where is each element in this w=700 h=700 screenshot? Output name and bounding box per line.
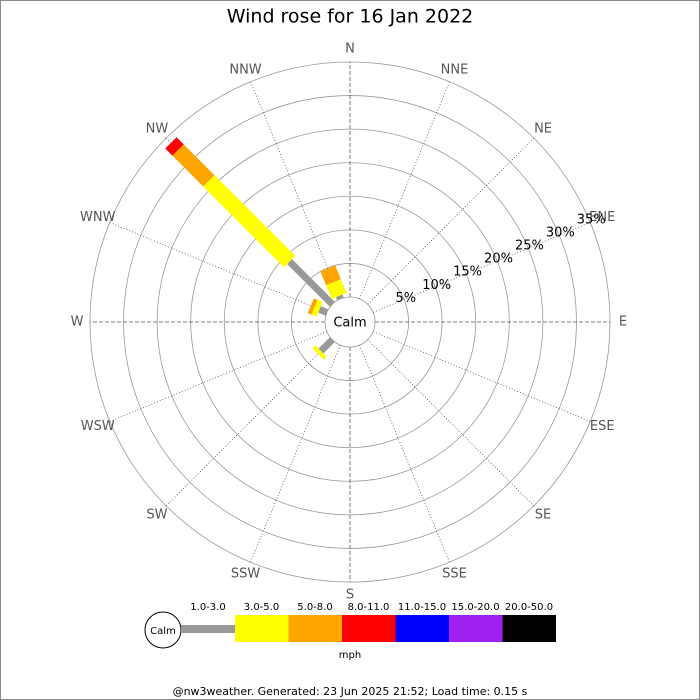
legend-label: 1.0-3.0	[190, 602, 225, 613]
ring-label: 15%	[453, 265, 482, 280]
direction-label: NE	[534, 121, 552, 136]
ring-label: 25%	[515, 238, 544, 253]
unit-label: mph	[339, 650, 361, 661]
bar-segment	[287, 259, 335, 307]
legend-swatch	[502, 615, 556, 642]
bar-segment	[320, 265, 341, 286]
bar-segment	[326, 279, 347, 299]
ring-label: 5%	[395, 291, 416, 306]
spoke	[359, 81, 450, 300]
bar-segment	[165, 137, 184, 156]
legend-label: 3.0-5.0	[244, 602, 279, 613]
footer: @nw3weather. Generated: 23 Jun 2025 21:5…	[173, 685, 528, 698]
legend-label: 8.0-11.0	[348, 602, 390, 613]
direction-label: NW	[146, 121, 169, 136]
direction-label: SE	[535, 508, 551, 523]
direction-label: W	[71, 315, 84, 330]
legend-label: 15.0-20.0	[451, 602, 499, 613]
direction-label: ENE	[589, 210, 615, 225]
spoke	[367, 339, 535, 507]
spoke	[359, 344, 450, 563]
bar-segment	[172, 144, 215, 187]
bar-segment	[307, 298, 318, 315]
bar-segment	[203, 175, 296, 268]
legend-calm-label: Calm	[150, 626, 176, 637]
bar-segment	[312, 345, 327, 360]
spoke	[372, 222, 591, 313]
spoke	[250, 344, 341, 563]
direction-label: WSW	[81, 419, 115, 434]
ring	[223, 195, 477, 449]
direction-label: SSE	[442, 567, 467, 582]
direction-label: NNE	[441, 62, 469, 77]
bar-segment	[335, 294, 344, 301]
ring	[156, 128, 544, 516]
legend-swatch	[449, 615, 503, 642]
legend-label: 11.0-15.0	[398, 602, 446, 613]
direction-label: E	[619, 315, 627, 330]
legend-swatch	[395, 615, 449, 642]
ring-label: 20%	[484, 252, 513, 267]
direction-label: ESE	[590, 419, 615, 434]
spoke	[109, 222, 328, 313]
direction-label: S	[346, 588, 354, 603]
spoke	[250, 81, 341, 300]
chart-title: Wind rose for 16 Jan 2022	[227, 6, 474, 28]
direction-label: WNW	[80, 210, 116, 225]
bar-segment	[318, 337, 335, 354]
legend-label: 20.0-50.0	[505, 602, 553, 613]
ring-label: 10%	[422, 278, 451, 293]
direction-label: NNW	[229, 62, 261, 77]
calm-circle	[324, 296, 376, 348]
direction-label: SW	[146, 508, 167, 523]
ring-label: 35%	[577, 212, 606, 227]
ring-label: 30%	[546, 225, 575, 240]
legend-swatch	[342, 615, 396, 642]
legend-swatch	[235, 615, 289, 642]
bars	[165, 137, 347, 360]
direction-label: SSW	[231, 567, 261, 582]
bar-segment	[311, 299, 323, 317]
spoke	[372, 331, 591, 422]
legend-swatch	[288, 615, 342, 642]
spoke	[367, 137, 535, 305]
legend-label: 5.0-8.0	[297, 602, 332, 613]
calm-label: Calm	[333, 316, 366, 331]
spoke	[109, 331, 328, 422]
bar-segment	[318, 306, 329, 316]
spoke	[165, 339, 333, 507]
direction-label: N	[345, 42, 355, 57]
